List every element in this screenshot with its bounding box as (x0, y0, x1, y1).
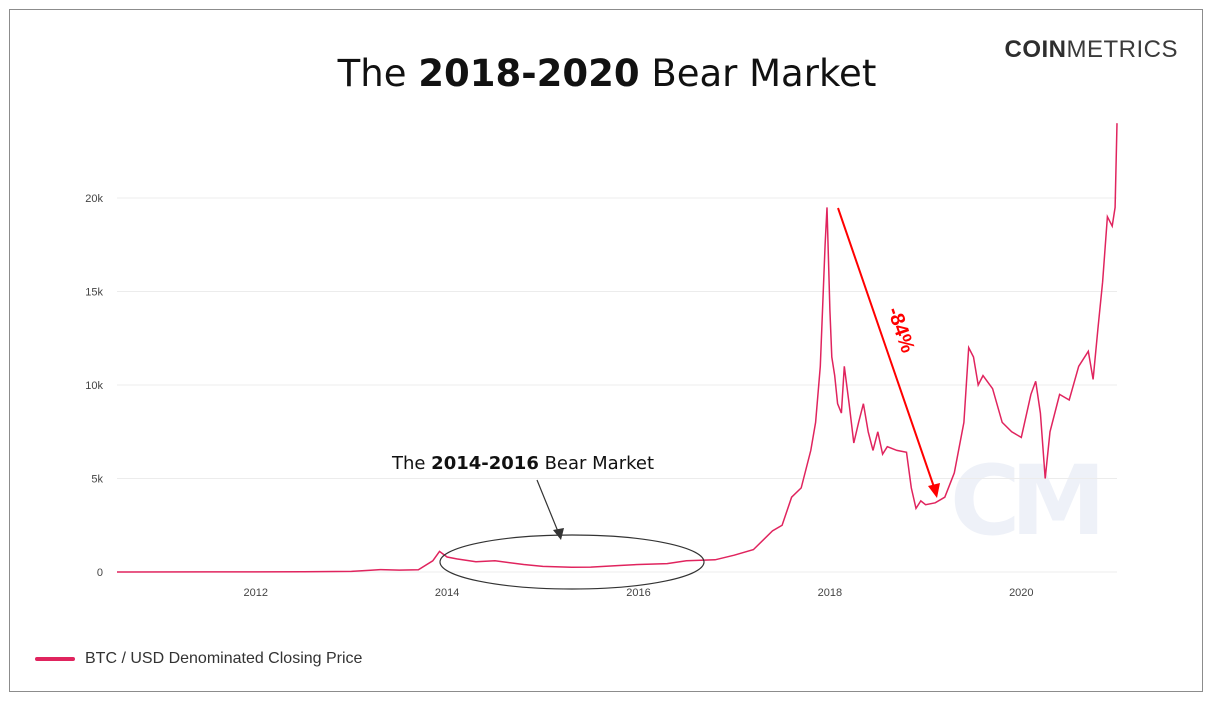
y-tick-label: 15k (85, 287, 103, 299)
y-tick-label: 5k (91, 474, 103, 486)
bear-2014-arrowhead (553, 528, 564, 540)
title-prefix: The (337, 52, 419, 95)
watermark-logo: CM (950, 445, 1106, 557)
btc-price-line (116, 123, 1118, 573)
y-tick-label: 0 (97, 567, 103, 579)
drop-percent-label: -84% (883, 304, 919, 356)
y-tick-label: 20k (85, 193, 103, 205)
bear-2014-label-post: Bear Market (539, 453, 654, 474)
bear-2014-label-pre: The (391, 453, 431, 474)
brand-light: METRICS (1066, 36, 1178, 63)
legend[interactable]: BTC / USD Denominated Closing Price (35, 650, 362, 668)
bear-2014-ellipse (439, 534, 705, 590)
chart-title: The 2018-2020 Bear Market (0, 52, 1214, 95)
chart-frame (9, 9, 1203, 692)
y-tick-label: 10k (85, 380, 103, 392)
x-axis: 2012 2014 2016 2018 2020 (244, 587, 1034, 599)
x-tick-label: 2014 (435, 587, 459, 599)
x-tick-label: 2016 (626, 587, 650, 599)
drop-arrowhead (928, 483, 940, 498)
x-tick-label: 2018 (818, 587, 842, 599)
x-tick-label: 2012 (244, 587, 268, 599)
coinmetrics-logo: COINMETRICS (1005, 36, 1179, 64)
y-axis: 0 5k 10k 15k 20k (85, 193, 103, 579)
title-bold: 2018-2020 (418, 52, 640, 95)
legend-label: BTC / USD Denominated Closing Price (85, 650, 363, 667)
bear-2014-arrow-line (536, 479, 560, 535)
brand-bold: COIN (1004, 36, 1067, 63)
legend-swatch (35, 657, 75, 661)
title-suffix: Bear Market (639, 52, 877, 95)
bear-2014-label: The 2014-2016 Bear Market (391, 453, 654, 474)
bear-2014-label-bold: 2014-2016 (431, 453, 539, 474)
drop-arrow-line (837, 207, 936, 491)
gridlines (117, 197, 1117, 573)
x-tick-label: 2020 (1009, 587, 1033, 599)
